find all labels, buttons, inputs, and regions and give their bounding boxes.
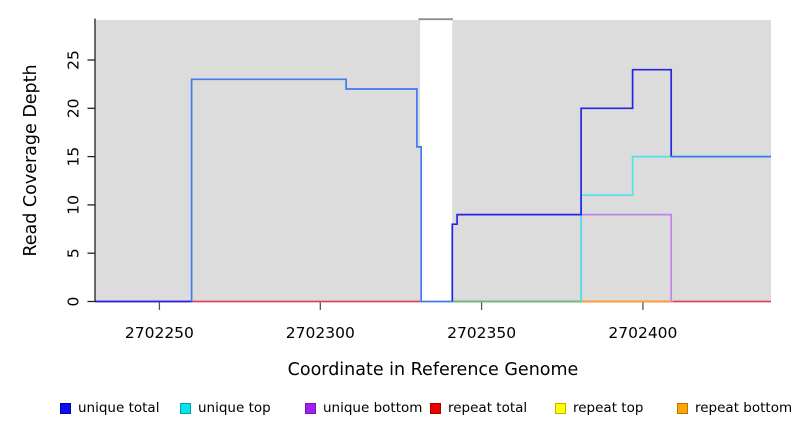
legend-item-unique-bottom: unique bottom — [305, 400, 422, 416]
y-axis-title: Read Coverage Depth — [21, 64, 41, 256]
x-tick-label: 2702350 — [447, 324, 516, 342]
legend-swatch-unique-top — [180, 402, 191, 414]
legend-item-unique-top: unique top — [180, 400, 271, 416]
legend-item-repeat-bottom: repeat bottom — [677, 400, 792, 416]
y-tick-label: 10 — [65, 195, 83, 215]
y-tick-label: 15 — [65, 147, 83, 167]
x-axis-title: Coordinate in Reference Genome — [288, 360, 579, 380]
x-tick-label: 2702300 — [286, 324, 355, 342]
x-tick-label: 2702250 — [125, 324, 194, 342]
legend-label: unique top — [198, 400, 271, 416]
y-tick-label: 0 — [65, 297, 83, 307]
y-tick-label: 5 — [65, 248, 83, 258]
legend-label: repeat total — [448, 400, 528, 416]
y-tick-label: 20 — [65, 98, 83, 118]
legend-label: unique total — [78, 400, 160, 416]
masked-gap-rect — [420, 20, 453, 302]
masked-gap-region — [418, 18, 453, 302]
legend-swatch-repeat-total — [430, 402, 441, 414]
x-axis: 2702250 2702300 2702350 2702400 Coordina… — [125, 302, 677, 380]
legend-item-repeat-total: repeat total — [430, 400, 527, 416]
x-tick-label: 2702400 — [608, 324, 677, 342]
legend-item-repeat-top: repeat top — [555, 400, 643, 416]
legend-swatch-unique-bottom — [305, 402, 316, 414]
series-total-light-blue — [190, 78, 453, 303]
legend-swatch-repeat-top — [555, 402, 566, 414]
legend-label: repeat top — [573, 400, 644, 416]
y-tick-label: 25 — [65, 50, 83, 70]
legend-swatch-unique-total — [60, 402, 71, 414]
y-axis: 0 5 10 15 20 25 Read Coverage Depth — [21, 18, 96, 307]
legend-swatch-repeat-bottom — [677, 402, 688, 414]
series-unique-total — [451, 68, 673, 302]
legend-label: repeat bottom — [695, 400, 792, 416]
legend-label: unique bottom — [323, 400, 423, 416]
legend-item-unique-total: unique total — [60, 400, 159, 416]
series-layer — [95, 68, 771, 303]
